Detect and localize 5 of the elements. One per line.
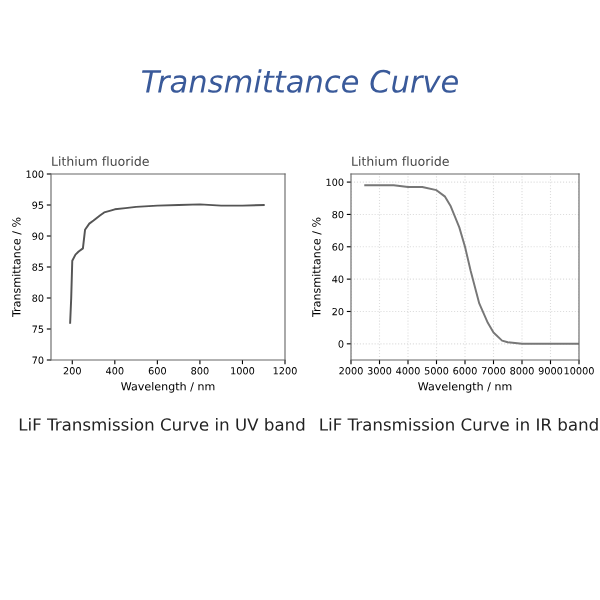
text: LiF Transmission Curve in IR band — [320, 417, 598, 431]
line-series — [364, 184, 579, 345]
chart-title: Transmittance Curve — [142, 69, 458, 93]
text: LiF Transmission Curve in UV band — [19, 417, 305, 431]
line-series — [69, 203, 265, 324]
